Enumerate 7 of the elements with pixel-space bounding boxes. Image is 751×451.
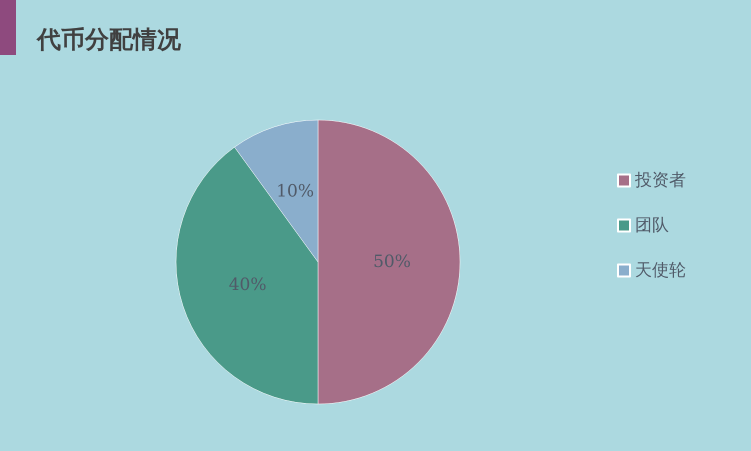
data-label: 50% [373, 252, 411, 272]
legend-label: 天使轮 [635, 260, 686, 280]
legend-label: 团队 [635, 216, 669, 236]
data-label: 10% [276, 182, 314, 202]
chart-title: 代币分配情况 [36, 24, 182, 54]
legend-label: 投资者 [634, 170, 686, 190]
data-label: 40% [228, 274, 267, 295]
